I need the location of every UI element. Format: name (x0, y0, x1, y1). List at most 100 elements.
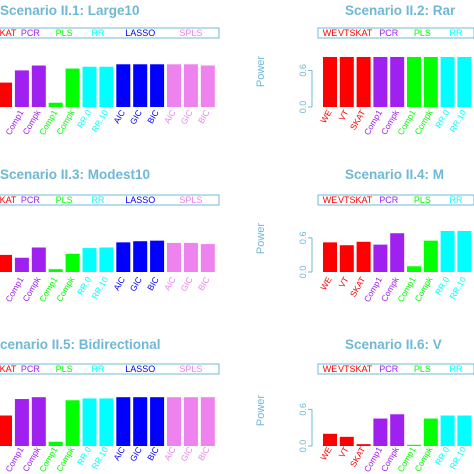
bar (390, 233, 405, 272)
bar (65, 400, 80, 446)
group-label: PCR (21, 364, 41, 374)
bar-label: RR.10 (447, 275, 468, 301)
bar-label: WE (318, 108, 334, 125)
bar (133, 64, 148, 107)
bar (0, 254, 12, 272)
bar-label: RR.10 (447, 108, 468, 134)
bar (407, 266, 421, 272)
bar (133, 241, 148, 272)
legend-box (317, 363, 474, 375)
bar-label: RR.10 (89, 445, 110, 471)
bar (356, 56, 371, 107)
bar (14, 399, 29, 446)
group-label: SKAT (0, 195, 17, 205)
group-label: VTSKAT (338, 28, 373, 38)
chart-panel-5: cenario II.5: BidirectionalComp1CompkCom… (0, 337, 220, 474)
bar (150, 397, 165, 446)
bar-label: AIC (111, 445, 127, 462)
group-label: PCR (21, 28, 41, 38)
y-tick-label: 0.6 (298, 232, 308, 245)
bar (116, 64, 131, 107)
bar-label: AIC (162, 275, 178, 292)
bar (0, 82, 12, 107)
bar (183, 397, 198, 446)
bar (116, 242, 131, 272)
panel-title: Scenario II.3: Modest10 (0, 167, 150, 182)
group-label: PCR (379, 364, 399, 374)
bar (440, 56, 455, 107)
bar (339, 56, 354, 107)
bar-label: Compk (412, 107, 434, 136)
y-tick-label: 0.0 (298, 266, 308, 279)
y-tick-label: 0.6 (298, 64, 308, 77)
bar (407, 56, 421, 107)
bar (457, 230, 472, 272)
panel-title: Scenario II.1: Large10 (0, 3, 140, 18)
bar (440, 415, 455, 446)
y-axis-label: Power (255, 395, 267, 427)
bar-label: GIC (128, 108, 144, 126)
bar (323, 56, 337, 107)
group-label: VTSKAT (338, 195, 373, 205)
bar (183, 64, 198, 107)
bar (339, 245, 354, 272)
bar-label: RR.10 (89, 108, 110, 134)
bar-label: GIC (128, 275, 144, 293)
bar (356, 444, 371, 446)
group-label: RR (91, 364, 104, 374)
group-label: LASSO (125, 364, 155, 374)
bar-label: Compk (54, 444, 76, 473)
bar-label: Compk (412, 444, 434, 473)
bar-label: RR.10 (447, 445, 468, 471)
group-label: WE (323, 195, 338, 205)
bar-label: RR.10 (89, 275, 110, 301)
bar (14, 257, 29, 272)
group-label: SPLS (179, 28, 202, 38)
bar (373, 418, 388, 446)
y-tick-label: 0.6 (298, 403, 308, 416)
group-label: VTSKAT (338, 364, 373, 374)
group-label: SPLS (179, 364, 202, 374)
panel-title: Scenario II.4: M (345, 167, 444, 182)
bar (82, 66, 97, 107)
bar-label: AIC (111, 275, 127, 292)
group-label: PCR (379, 28, 399, 38)
y-axis-label: Power (255, 56, 267, 88)
bar (339, 436, 354, 446)
bar (133, 397, 148, 446)
bar-label: BIC (145, 275, 161, 292)
bar-label: VT (336, 445, 350, 459)
chart-panel-1: Scenario II.1: Large10Comp1CompkComp1Com… (0, 3, 220, 137)
bar-label: VT (336, 108, 350, 122)
bar (423, 240, 438, 272)
bar (167, 64, 181, 107)
chart-panel-4: Scenario II.4: MWE VTSKATComp1CompkComp1C… (255, 167, 474, 304)
legend-box (317, 194, 474, 206)
y-tick-label: 0.0 (298, 101, 308, 114)
bar-label: Compk (412, 274, 434, 303)
bar (200, 397, 215, 446)
group-label: LASSO (125, 195, 155, 205)
bar (116, 397, 131, 446)
bar (423, 56, 438, 107)
group-label: SKAT (0, 28, 17, 38)
bar (390, 414, 405, 446)
y-axis-label: Power (255, 223, 267, 255)
panel-title: cenario II.5: Bidirectional (0, 337, 161, 352)
bar-label: AIC (111, 108, 127, 125)
bar (440, 230, 455, 272)
bar-label: GIC (178, 275, 194, 293)
bar (183, 242, 198, 272)
bar (48, 269, 63, 272)
panel-title: Scenario II.2: Rar (345, 3, 456, 18)
bar-label: BIC (196, 108, 212, 125)
bar (323, 242, 337, 272)
bar-label: WE (318, 275, 334, 292)
group-label: RR (450, 195, 463, 205)
group-label: RR (91, 28, 104, 38)
bar (31, 247, 46, 272)
bar-label: GIC (178, 108, 194, 126)
bar (99, 398, 114, 446)
